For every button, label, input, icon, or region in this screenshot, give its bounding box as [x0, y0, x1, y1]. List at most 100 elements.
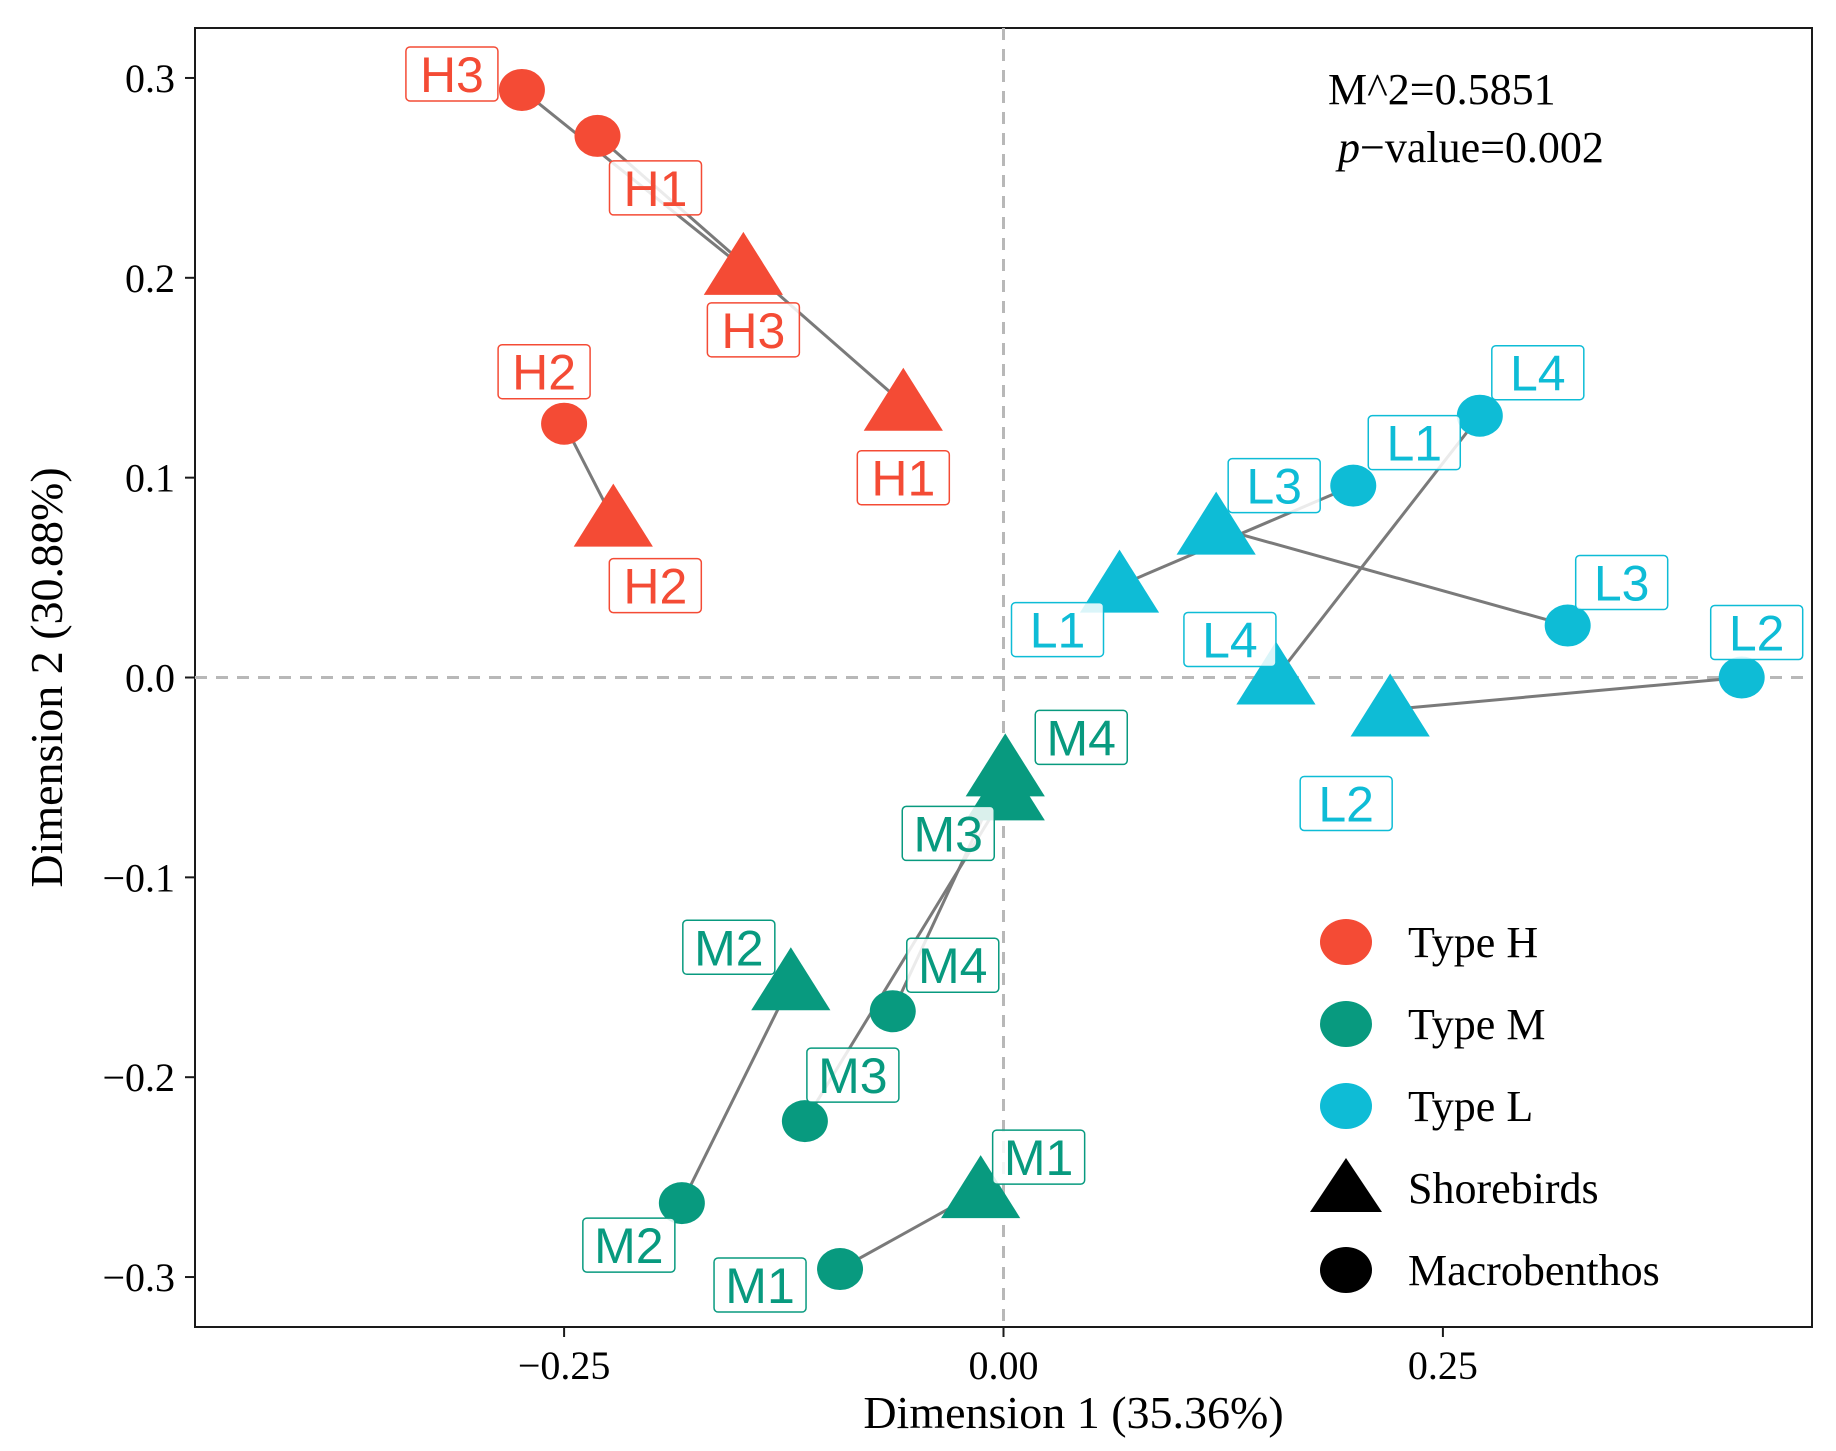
macrobenthos-point-l1	[1330, 464, 1377, 507]
label-box	[682, 919, 776, 976]
label-text: M2	[694, 920, 763, 976]
p-value-italic: p	[1335, 123, 1360, 172]
macrobenthos-label-m3: M3	[806, 1047, 900, 1104]
macrobenthos-point-h3	[498, 68, 545, 111]
legend-entry-type-h: Type H	[1320, 918, 1538, 967]
connector-l3	[1215, 526, 1569, 627]
legend-entry-shorebirds: Shorebirds	[1310, 1158, 1599, 1213]
label-text: M1	[725, 1258, 794, 1314]
y-tick-label: 0.0	[125, 656, 175, 701]
macrobenthos-label-l2: L2	[1709, 604, 1804, 662]
x-tick-label: 0.25	[1408, 1343, 1478, 1388]
legend-circle-icon	[1320, 1247, 1372, 1293]
legend-label: Type M	[1408, 1000, 1545, 1049]
label-box	[582, 1217, 676, 1273]
macrobenthos-label-l3: L3	[1574, 554, 1669, 612]
shorebirds-point-l3	[1176, 491, 1256, 555]
label-text: L3	[1246, 459, 1302, 515]
legend-entry-macrobenthos: Macrobenthos	[1320, 1246, 1660, 1295]
point-labels: H1 H1 H2 H2 H3 H3 M1 M1 M2 M2 M3 M3 M4 M4 L1 L1 L2 L2 L3 L3…	[405, 46, 1804, 1314]
legend-circle-icon	[1320, 919, 1372, 965]
shorebirds-label-m2: M2	[682, 919, 776, 976]
legend-entry-type-l: Type L	[1320, 1082, 1533, 1131]
macrobenthos-point-m3	[781, 1100, 828, 1143]
shorebirds-point-l4	[1236, 641, 1316, 705]
legend-label: Shorebirds	[1408, 1164, 1599, 1213]
label-box	[608, 557, 703, 614]
y-tick-label: 0.1	[125, 456, 175, 501]
x-tick-label: −0.25	[518, 1343, 611, 1388]
shorebirds-label-l1: L1	[1010, 601, 1105, 659]
legend-label: Macrobenthos	[1408, 1246, 1660, 1295]
legend-circle-icon	[1320, 1083, 1372, 1129]
shorebirds-label-m4: M4	[1034, 709, 1129, 766]
label-box	[1010, 601, 1105, 658]
legend-circle-icon	[1320, 1001, 1372, 1047]
label-box	[497, 343, 591, 400]
shorebirds-label-l3: L3	[1227, 457, 1321, 515]
label-box	[806, 1047, 900, 1103]
y-tick-label: −0.2	[102, 1055, 175, 1100]
label-text: L1	[1386, 416, 1442, 472]
label-text: M3	[914, 806, 983, 862]
label-text: H3	[420, 47, 484, 103]
x-axis-title: Dimension 1 (35.36%)	[863, 1387, 1283, 1438]
label-text: L2	[1729, 606, 1785, 662]
reference-lines	[195, 28, 1812, 1327]
shorebirds-point-m2	[751, 947, 831, 1011]
y-tick-label: −0.1	[102, 855, 175, 900]
macrobenthos-point-m1	[817, 1248, 864, 1291]
label-text: M4	[1047, 710, 1116, 766]
label-text: M3	[818, 1048, 887, 1104]
label-box	[706, 302, 801, 358]
x-tick-label: 0.00	[969, 1343, 1039, 1388]
y-tick-label: 0.2	[125, 256, 175, 301]
macrobenthos-label-l4: L4	[1491, 344, 1585, 402]
macrobenthos-point-h2	[541, 402, 588, 445]
shorebirds-point-h2	[573, 483, 653, 547]
connector-l2	[1390, 676, 1742, 711]
macrobenthos-label-h1: H1	[608, 160, 703, 217]
legend-label: Type L	[1408, 1082, 1533, 1131]
label-box	[1367, 414, 1462, 471]
shorebirds-point-h1	[863, 367, 943, 431]
shorebirds-point-h3	[703, 231, 783, 295]
m2-statistic: M^2=0.5851	[1328, 65, 1556, 114]
legend: Type H Type M Type L Shorebirds Macrobenthos	[1310, 918, 1660, 1295]
label-box	[405, 46, 499, 102]
label-text: L4	[1202, 613, 1258, 669]
macrobenthos-label-h3: H3	[405, 46, 499, 103]
label-text: L3	[1594, 556, 1650, 612]
shorebirds-label-h1: H1	[856, 449, 951, 507]
macrobenthos-label-m1: M1	[713, 1257, 807, 1314]
label-box	[991, 1129, 1086, 1185]
legend-label: Type H	[1408, 918, 1538, 967]
label-box	[713, 1257, 807, 1313]
shorebirds-point-m1	[941, 1155, 1021, 1219]
shorebirds-label-l2: L2	[1299, 775, 1393, 832]
macrobenthos-point-m4	[869, 990, 916, 1033]
label-text: L2	[1318, 776, 1374, 832]
label-box	[901, 805, 996, 862]
macrobenthos-label-h2: H2	[497, 343, 591, 401]
y-tick-label: 0.3	[125, 56, 175, 101]
label-text: H1	[871, 451, 935, 507]
label-text: H3	[721, 303, 785, 359]
label-box	[1183, 611, 1277, 668]
y-tick-label: −0.3	[102, 1255, 175, 1300]
label-box	[1227, 457, 1321, 514]
shorebirds-point-l1	[1079, 549, 1160, 613]
p-value: p−value=0.002	[1335, 123, 1604, 172]
macrobenthos-point-l3	[1544, 604, 1591, 647]
shorebirds-point-l2	[1350, 673, 1430, 737]
label-text: M4	[918, 938, 987, 994]
label-text: H2	[623, 559, 687, 615]
shorebirds-label-h2: H2	[608, 557, 703, 615]
data-markers	[498, 68, 1765, 1291]
shorebirds-label-m3: M3	[901, 805, 996, 862]
macrobenthos-label-l1: L1	[1367, 414, 1462, 472]
label-box	[1709, 604, 1804, 661]
label-text: M1	[1004, 1130, 1073, 1186]
label-box	[1574, 554, 1669, 611]
macrobenthos-point-h1	[574, 114, 621, 157]
